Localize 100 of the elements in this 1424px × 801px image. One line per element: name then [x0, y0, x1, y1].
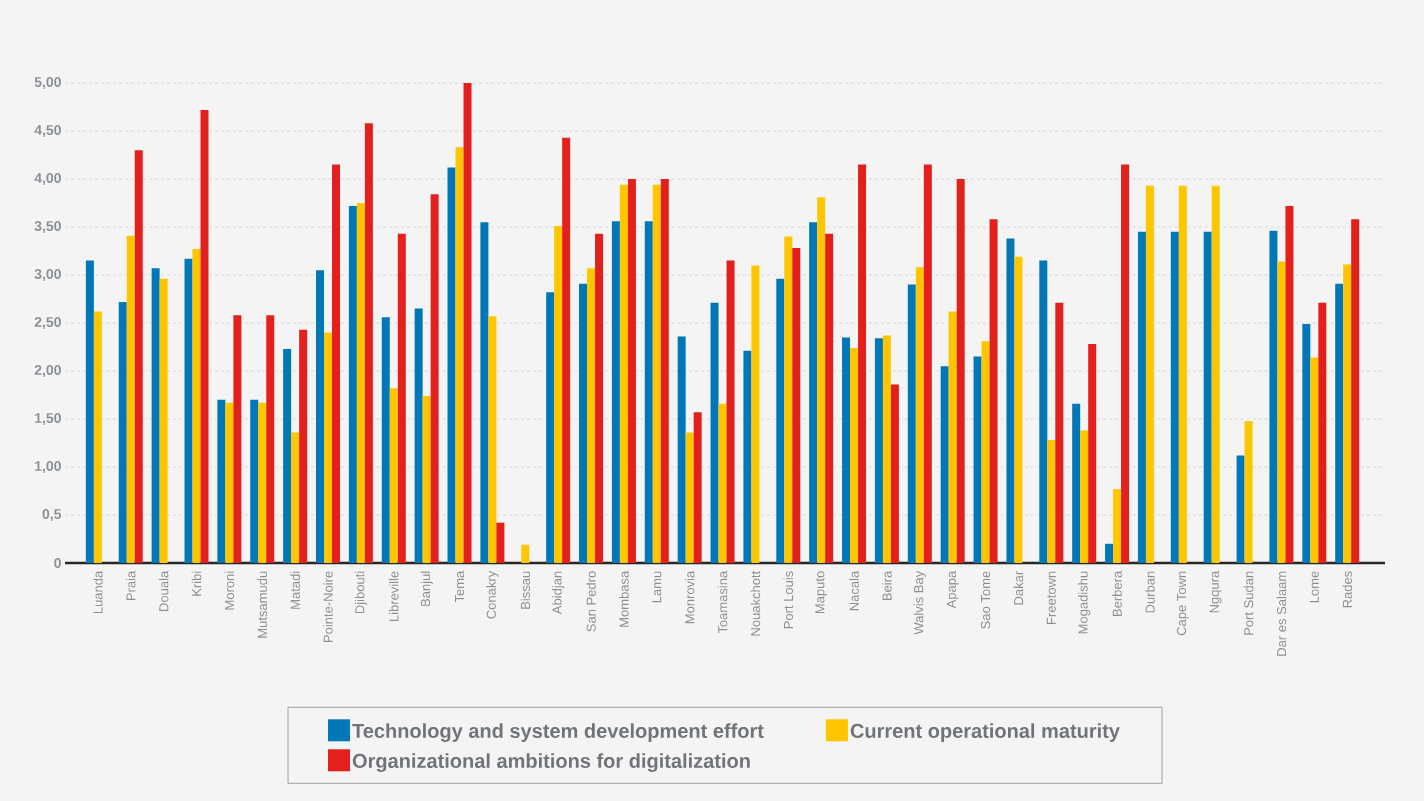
bar [1039, 260, 1048, 563]
bar [587, 268, 596, 563]
bar [1269, 230, 1278, 563]
y-tick-label: 3,00 [34, 269, 61, 281]
bar [430, 194, 439, 563]
bar [397, 233, 406, 563]
x-tick-label: Nacala [849, 570, 859, 611]
bar [1203, 231, 1212, 563]
bar [743, 350, 752, 563]
bar [258, 402, 267, 563]
legend-label: Technology and system development effort [352, 723, 764, 743]
bar [324, 332, 333, 563]
bar [652, 184, 661, 563]
bar [1137, 231, 1146, 563]
bar [1113, 489, 1122, 563]
x-tick-label: Abidjan [552, 571, 565, 615]
x-tick-label: Mombasa [619, 570, 629, 627]
x-tick-label: Port Louis [783, 571, 794, 629]
x-tick-label: Apapa [946, 570, 959, 609]
bar [890, 384, 899, 563]
bar [817, 197, 826, 563]
bar [283, 348, 292, 563]
x-tick-label: Rades [1342, 571, 1352, 608]
bar [1244, 420, 1253, 563]
bar [1072, 403, 1081, 563]
bar [1145, 185, 1154, 563]
bar [364, 123, 373, 563]
x-tick-label: Maputo [815, 571, 827, 614]
legend-label: Current operational maturity [850, 723, 1120, 742]
bar [463, 83, 472, 563]
bar [291, 432, 300, 563]
x-tick-label: Bissau [520, 571, 531, 609]
bar [850, 347, 859, 563]
bar [151, 268, 160, 563]
x-tick-label: Banjul [420, 571, 433, 606]
x-tick-label: Freetown [1046, 571, 1056, 624]
x-tick-label: Conakry [486, 570, 499, 619]
bar [595, 233, 604, 563]
bar [956, 179, 965, 563]
bar [858, 164, 867, 563]
x-tick-label: Libreville [388, 571, 399, 622]
x-tick-label: Durban [1145, 571, 1155, 613]
bar [809, 222, 818, 563]
bar [118, 301, 127, 563]
bar [1170, 231, 1179, 563]
legend-label: Organizational ambitions for digitalization [352, 753, 750, 773]
x-tick-label: Berbera [1112, 570, 1122, 616]
bar [332, 164, 341, 563]
y-tick-label: 1,00 [35, 461, 61, 473]
bar [1121, 164, 1130, 563]
x-tick-label: Dar es Salaam [1276, 571, 1287, 656]
bar [356, 203, 365, 563]
bar [981, 341, 990, 563]
x-tick-label: Lamu [652, 571, 662, 603]
y-tick-label: 1,50 [35, 413, 61, 425]
bar [93, 311, 102, 563]
bar [751, 265, 760, 563]
bar [882, 335, 891, 563]
bar [1236, 455, 1245, 563]
bar [718, 403, 727, 563]
bar [579, 283, 588, 563]
bar [1343, 264, 1352, 563]
bar [225, 402, 234, 563]
y-tick-label: 2,00 [34, 365, 61, 377]
bar [488, 316, 497, 563]
bar [973, 356, 982, 563]
bar [85, 260, 94, 563]
bar [233, 315, 242, 563]
bar [266, 315, 275, 563]
bar [1285, 205, 1294, 563]
bar [611, 221, 620, 563]
y-tick-label: 2,50 [34, 317, 61, 329]
bar [660, 179, 669, 563]
y-tick-label: 4,50 [34, 125, 61, 137]
bar [159, 278, 168, 563]
bar [685, 432, 694, 563]
y-tick-label: 5,00 [34, 77, 61, 89]
bar [784, 236, 793, 563]
bar [134, 150, 143, 563]
x-tick-label: Pointe-Noire [323, 571, 333, 642]
x-tick-label: Nouakchott [750, 570, 761, 636]
bar [1351, 219, 1360, 563]
x-tick-label: Beira [882, 570, 892, 601]
bar [874, 338, 883, 563]
bar [923, 164, 932, 563]
bar [940, 366, 949, 563]
x-tick-label: Tema [454, 570, 465, 603]
x-tick-label: San Pedro [586, 571, 596, 632]
bar [1006, 238, 1015, 563]
x-tick-label: Djibouti [354, 571, 367, 614]
bar [1105, 543, 1114, 563]
x-tick-label: Toamasina [717, 570, 728, 634]
x-tick-label: Matadi [290, 571, 300, 609]
bar [792, 248, 801, 563]
x-tick-label: Praia [125, 570, 136, 601]
y-tick-label: 4,00 [34, 173, 61, 185]
y-tick-label: 3,50 [34, 221, 61, 233]
bar [126, 235, 135, 563]
bar [316, 270, 325, 563]
bar [1014, 256, 1023, 563]
